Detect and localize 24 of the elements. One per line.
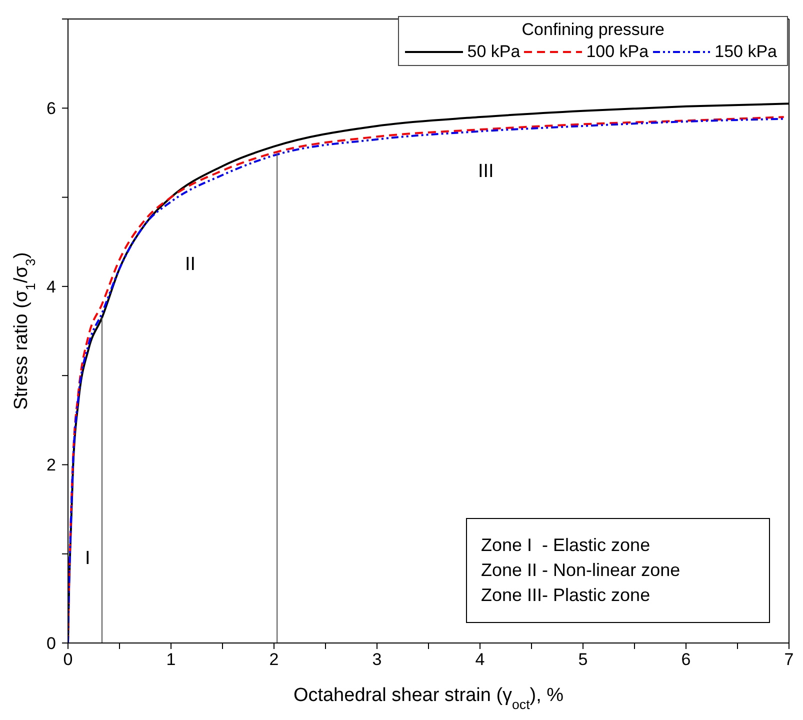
x-tick-label: 7 — [784, 650, 794, 669]
x-axis-title: Octahedral shear strain (γ$_{oct}$), % — [293, 685, 564, 712]
annotation: II — [185, 254, 196, 276]
annotation: Zone III- Plastic zone — [481, 584, 652, 607]
note-box: Zone I - Elastic zone Zone II - Non-linear zone Zone III- Plastic zone — [466, 518, 770, 623]
x-tick-label: 3 — [372, 650, 382, 669]
annotation: III — [478, 161, 494, 183]
y-tick-label: 0 — [46, 634, 56, 653]
legend-label: 100 kPa — [586, 41, 649, 63]
x-tick-label: 5 — [578, 650, 588, 669]
annotation: I — [85, 548, 90, 570]
annotation: Zone I - Elastic zone — [481, 534, 652, 557]
x-tick-label: 2 — [269, 650, 279, 669]
legend-label: 50 kPa — [467, 41, 520, 63]
x-tick-label: 1 — [166, 650, 176, 669]
x-tick-label: 0 — [63, 650, 73, 669]
y-tick-label: 2 — [46, 456, 56, 475]
y-tick-label: 4 — [46, 277, 56, 296]
annotation: Zone II - Non-linear zone — [481, 559, 682, 582]
x-tick-label: 4 — [475, 650, 485, 669]
x-tick-label: 6 — [681, 650, 691, 669]
legend-label: 150 kPa — [714, 41, 777, 63]
legend-title: Confining pressure — [520, 19, 666, 41]
y-tick-label: 6 — [46, 99, 56, 118]
